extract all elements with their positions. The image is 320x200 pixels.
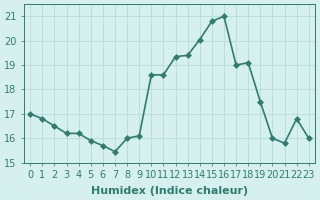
X-axis label: Humidex (Indice chaleur): Humidex (Indice chaleur) bbox=[91, 186, 248, 196]
